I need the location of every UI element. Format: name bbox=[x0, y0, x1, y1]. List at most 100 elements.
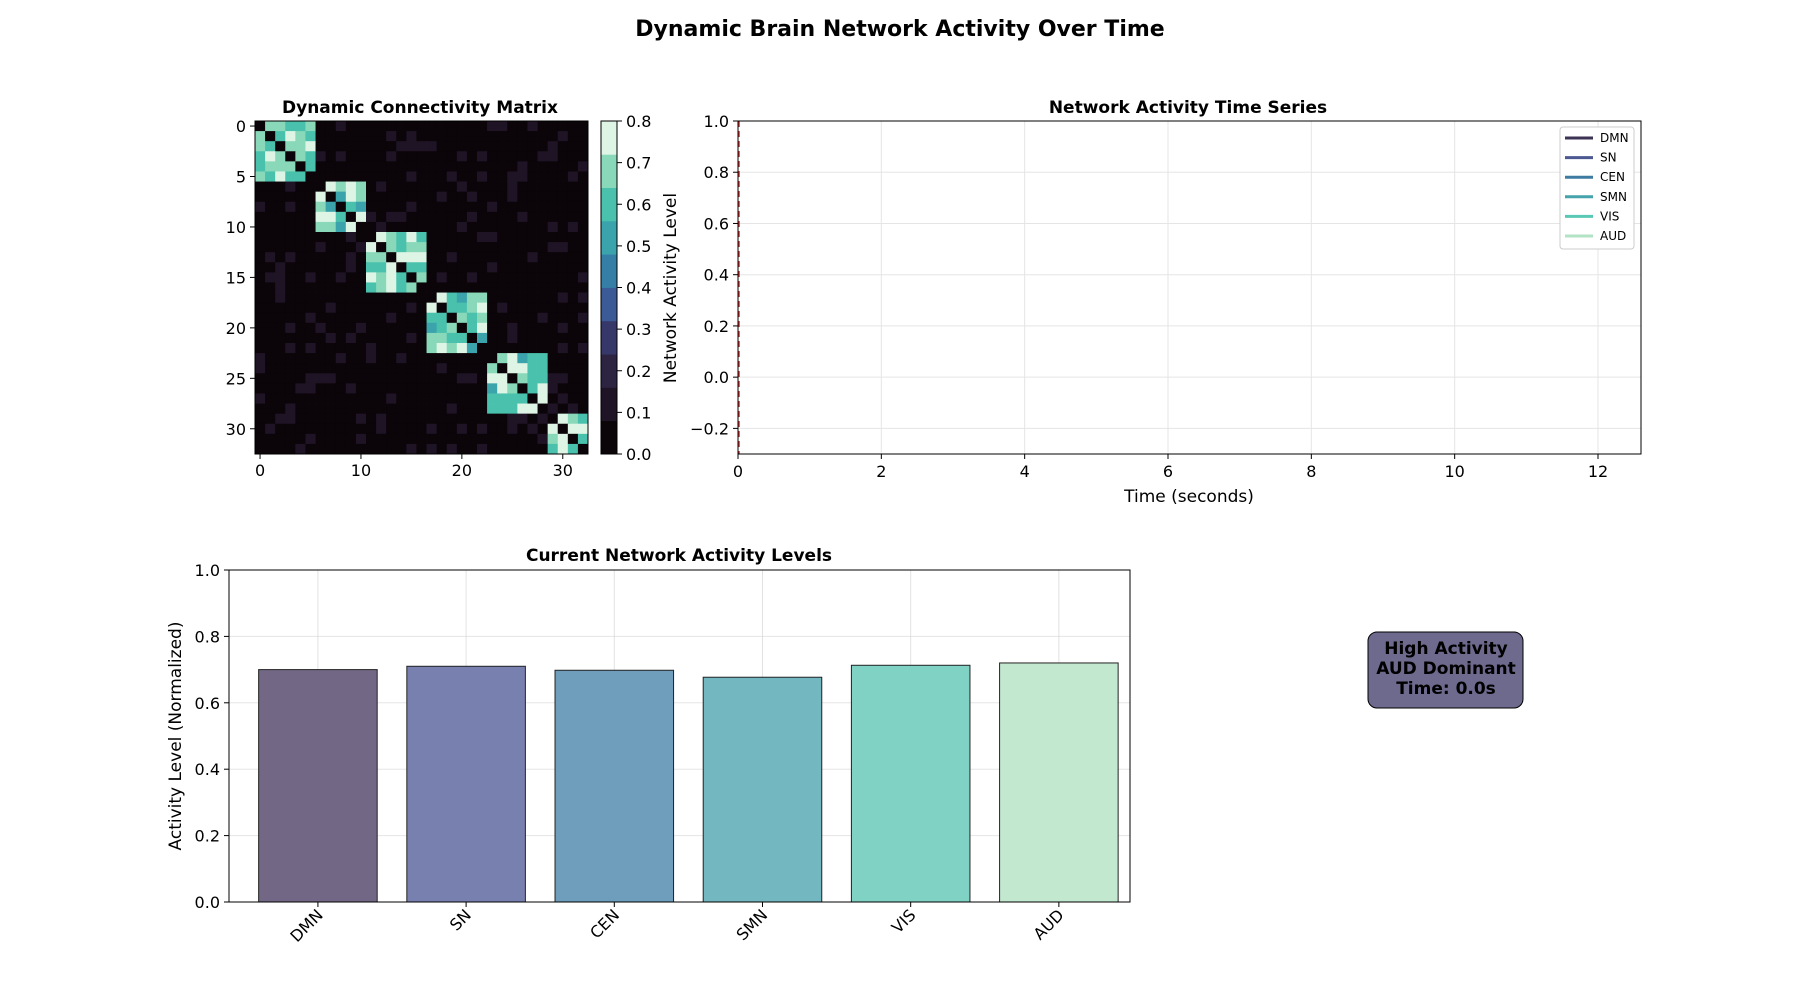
heatmap-cell bbox=[355, 151, 367, 162]
heatmap-cell bbox=[416, 312, 427, 324]
colorbar-tick-label: 0.6 bbox=[626, 195, 651, 214]
heatmap-cell bbox=[517, 151, 528, 162]
heatmap-cell bbox=[567, 191, 579, 203]
heatmap-cell bbox=[547, 343, 559, 354]
heatmap-cell bbox=[275, 312, 286, 324]
heatmap-cell bbox=[577, 282, 589, 293]
heatmap-cell bbox=[275, 413, 286, 425]
heatmap-cell bbox=[547, 242, 559, 253]
heatmap-cell bbox=[446, 121, 458, 132]
heatmap-cell bbox=[265, 201, 276, 213]
heatmap-cell bbox=[335, 292, 347, 304]
heatmap-cell bbox=[275, 252, 286, 263]
heatmap-cell bbox=[275, 282, 286, 293]
heatmap-cell bbox=[507, 282, 518, 293]
heatmap-cell bbox=[456, 161, 468, 172]
heatmap-cell bbox=[406, 141, 417, 152]
bar-x-tick-label: VIS bbox=[888, 905, 920, 937]
heatmap-cell bbox=[366, 312, 377, 324]
heatmap-cell bbox=[275, 292, 286, 304]
heatmap-cell bbox=[497, 332, 508, 344]
heatmap-cell bbox=[507, 211, 518, 223]
heatmap-cell bbox=[355, 282, 367, 293]
heatmap-cell bbox=[497, 171, 508, 182]
heatmap-cell bbox=[255, 443, 266, 455]
heatmap-cell bbox=[366, 403, 377, 415]
heatmap-cell bbox=[547, 433, 559, 445]
heatmap-cell bbox=[487, 302, 498, 314]
heatmap-cell bbox=[396, 423, 407, 435]
heatmap-cell bbox=[577, 262, 589, 273]
heatmap-cell bbox=[335, 332, 347, 344]
heatmap-cell bbox=[567, 383, 579, 394]
heatmap-cell bbox=[527, 232, 538, 243]
heatmap-cell bbox=[456, 332, 468, 344]
heatmap-cell bbox=[285, 171, 296, 182]
heatmap-cell bbox=[477, 201, 488, 213]
heatmap-cell bbox=[355, 312, 367, 324]
heatmap-cell bbox=[507, 332, 518, 344]
heatmap-cell bbox=[295, 181, 306, 193]
heatmap-cell bbox=[355, 211, 367, 223]
heatmap-cell bbox=[547, 181, 559, 193]
heatmap-cell bbox=[577, 433, 589, 445]
heatmap-cell bbox=[295, 221, 306, 233]
heatmap-cell bbox=[507, 443, 518, 455]
heatmap-cell bbox=[366, 151, 377, 162]
heatmap-cell bbox=[416, 181, 427, 193]
heatmap-cell bbox=[466, 322, 478, 334]
time-series-x-tick-label: 8 bbox=[1306, 462, 1316, 481]
heatmap-cell bbox=[567, 433, 579, 445]
heatmap-cell bbox=[557, 242, 569, 253]
heatmap-cell bbox=[487, 211, 498, 223]
heatmap-cell bbox=[466, 302, 478, 314]
heatmap-cell bbox=[315, 161, 327, 172]
heatmap-cell bbox=[537, 363, 549, 374]
heatmap-cell bbox=[315, 443, 327, 455]
heatmap-cell bbox=[466, 191, 478, 203]
heatmap-cell bbox=[517, 292, 528, 304]
heatmap-cell bbox=[366, 201, 377, 213]
heatmap-cell bbox=[406, 191, 417, 203]
heatmap-cell bbox=[295, 252, 306, 263]
heatmap-cell bbox=[376, 201, 387, 213]
heatmap-cell bbox=[376, 433, 387, 445]
heatmap-cell bbox=[477, 403, 488, 415]
heatmap-cell bbox=[285, 181, 296, 193]
heatmap-cell bbox=[305, 221, 316, 233]
heatmap-cell bbox=[466, 443, 478, 455]
heatmap-cell bbox=[517, 131, 528, 142]
heatmap-cell bbox=[547, 302, 559, 314]
heatmap-cell bbox=[456, 211, 468, 223]
heatmap-cell bbox=[345, 292, 357, 304]
heatmap-cell bbox=[376, 252, 387, 263]
heatmap-cell bbox=[386, 141, 397, 152]
heatmap-cell bbox=[376, 151, 387, 162]
heatmap-cell bbox=[477, 302, 488, 314]
heatmap-cell bbox=[265, 433, 276, 445]
heatmap-cell bbox=[527, 131, 538, 142]
time-series-x-tick-label: 6 bbox=[1163, 462, 1173, 481]
heatmap-cell bbox=[355, 242, 367, 253]
heatmap-cell bbox=[426, 171, 438, 182]
heatmap-cell bbox=[557, 433, 569, 445]
heatmap-cell bbox=[285, 413, 296, 425]
heatmap-cell bbox=[325, 191, 337, 203]
heatmap-cell bbox=[497, 383, 508, 394]
heatmap-cell bbox=[406, 292, 417, 304]
heatmap-cell bbox=[366, 171, 377, 182]
heatmap-cell bbox=[295, 423, 306, 435]
heatmap-cell bbox=[285, 363, 296, 374]
heatmap-cell bbox=[386, 201, 397, 213]
heatmap-cell bbox=[517, 312, 528, 324]
heatmap-cell bbox=[436, 363, 448, 374]
heatmap-cell bbox=[376, 393, 387, 404]
heatmap-cell bbox=[416, 121, 427, 132]
heatmap-cell bbox=[275, 181, 286, 193]
heatmap-cell bbox=[426, 282, 438, 293]
heatmap-cell bbox=[366, 443, 377, 455]
time-series-legend: DMN SN CEN SMN VIS AUD bbox=[1559, 126, 1635, 250]
heatmap-cell bbox=[466, 121, 478, 132]
heatmap-cell bbox=[325, 171, 337, 182]
heatmap-cell bbox=[345, 373, 357, 384]
